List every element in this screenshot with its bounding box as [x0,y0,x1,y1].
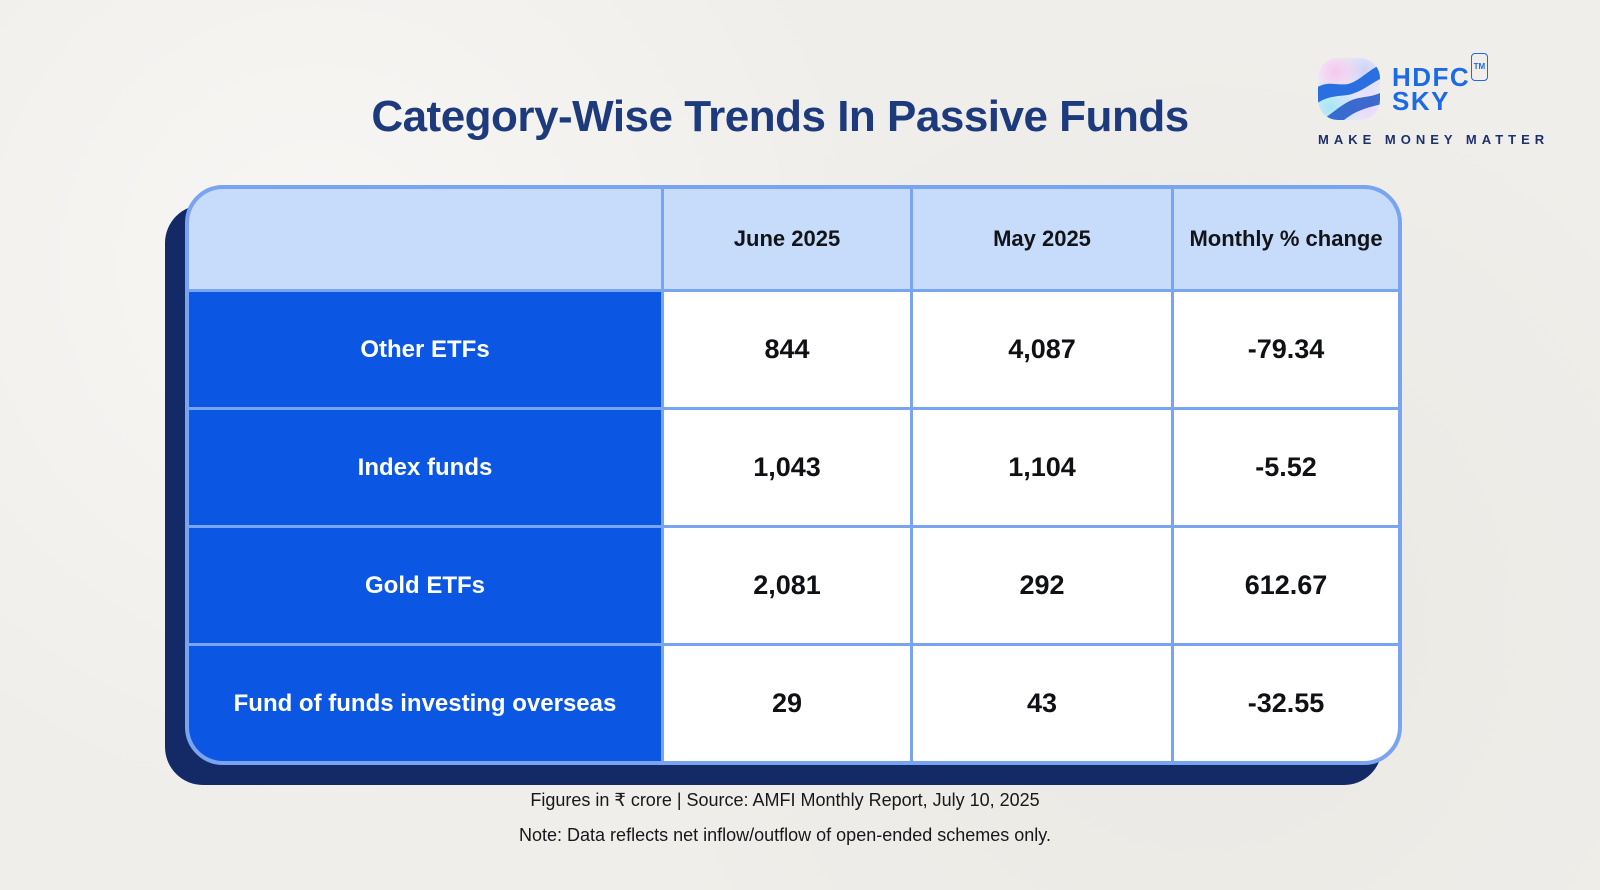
table-header-monthly-pct-change: Monthly % change [1174,189,1398,289]
footnote-note: Note: Data reflects net inflow/outflow o… [519,825,1051,845]
footnote-source: Figures in ₹ crore | Source: AMFI Monthl… [530,790,1040,810]
brand-line-hdfc: HDFC [1392,62,1471,92]
row-label-gold-etfs: Gold ETFs [189,528,661,643]
table-cell: 43 [913,646,1171,761]
hdfc-sky-logo: HDFC SKY TM MAKE MONEY MATTER [1318,53,1550,147]
row-label-index-funds: Index funds [189,410,661,525]
table-header-may-2025: May 2025 [913,189,1171,289]
table-cell: -79.34 [1174,292,1398,407]
page-title: Category-Wise Trends In Passive Funds [371,92,1189,141]
table-cell: 1,043 [664,410,910,525]
table-header-june-2025: June 2025 [664,189,910,289]
table-cell: 844 [664,292,910,407]
hdfc-sky-logo-icon [1318,58,1380,120]
brand-tagline: MAKE MONEY MATTER [1318,132,1550,147]
table-cell: 2,081 [664,528,910,643]
table-cell: 1,104 [913,410,1171,525]
footnotes: Figures in ₹ crore | Source: AMFI Monthl… [0,790,1570,846]
table-cell: 292 [913,528,1171,643]
brand-line-sky: SKY [1392,86,1450,116]
table-cell: 612.67 [1174,528,1398,643]
table-header-empty [189,189,661,289]
row-label-fund-of-funds-overseas: Fund of funds investing overseas [189,646,661,761]
table-cell: -5.52 [1174,410,1398,525]
trademark-symbol: TM [1470,53,1489,81]
brand-wordmark: HDFC SKY TM [1392,53,1489,116]
table-cell: -32.55 [1174,646,1398,761]
table-cell: 29 [664,646,910,761]
row-label-other-etfs: Other ETFs [189,292,661,407]
passive-funds-table: June 2025 May 2025 Monthly % change Othe… [185,185,1402,765]
table-cell: 4,087 [913,292,1171,407]
